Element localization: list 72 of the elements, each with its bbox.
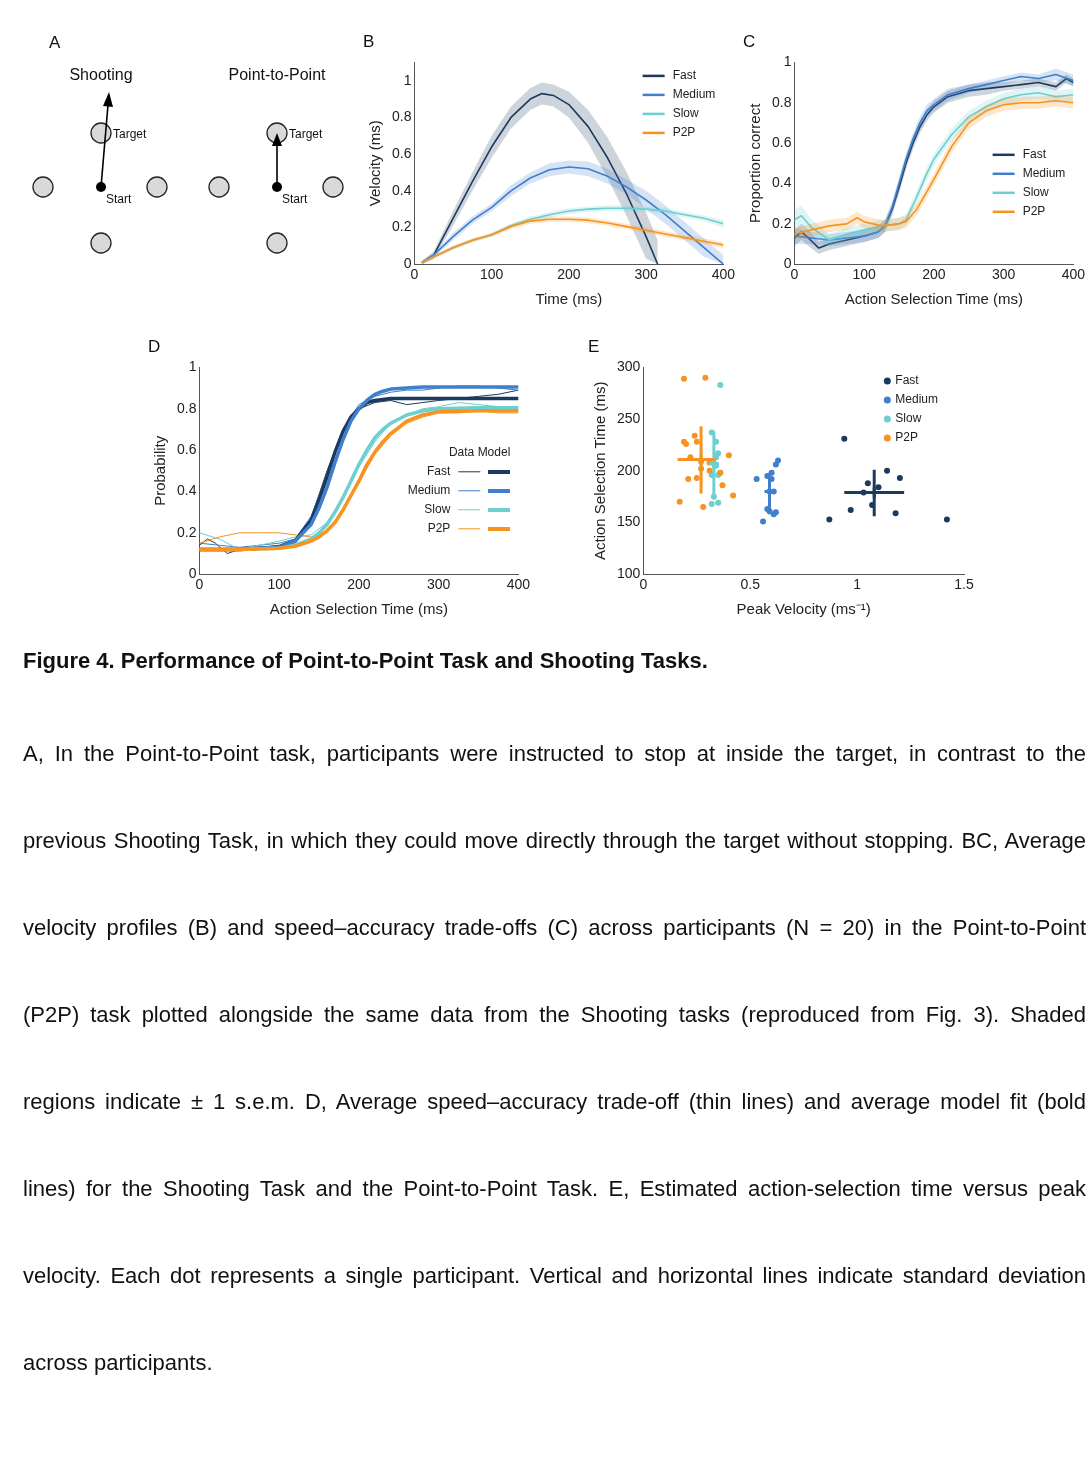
chart-title: E — [588, 336, 600, 356]
y-tick-label: 0.4 — [391, 181, 412, 198]
x-tick-label: 400 — [506, 576, 531, 593]
legend-label: P2P — [1022, 204, 1046, 219]
y-tick-label: 0 — [188, 565, 197, 582]
y-tick-label: 250 — [617, 409, 641, 426]
legend-label: Slow — [424, 502, 451, 517]
x-tick-label: 1.5 — [954, 576, 974, 593]
y-tick-label: 1 — [403, 71, 412, 88]
x-tick-label: 0.5 — [740, 576, 761, 593]
x-tick-label: 200 — [922, 266, 946, 283]
legend-label: Fast — [672, 68, 697, 83]
legend-label: Medium — [1022, 166, 1066, 181]
text: Shooting — [69, 66, 133, 83]
x-tick-label: 300 — [426, 576, 451, 593]
y-tick-label: 0.6 — [176, 440, 197, 457]
y-tick-label: 0 — [783, 255, 792, 272]
y-tick-label: 1 — [783, 53, 792, 70]
y-tick-label: 300 — [617, 358, 641, 375]
legend-label: P2P — [672, 125, 696, 140]
y-tick-label: 0 — [403, 255, 412, 272]
y-tick-label: 0.2 — [176, 523, 197, 540]
legend-label: Medium — [895, 392, 939, 407]
legend-label: Fast — [426, 464, 451, 479]
legend-label: P2P — [895, 430, 919, 445]
x-tick-label: 400 — [711, 266, 736, 283]
x-tick-label: 200 — [557, 266, 581, 283]
chart-title: D — [148, 336, 161, 356]
legend-label: Slow — [1022, 185, 1049, 200]
x-tick-label: 300 — [634, 266, 658, 283]
legend-label: Fast — [1022, 147, 1047, 162]
y-tick-label: 100 — [617, 565, 641, 582]
y-axis-title: Proportion correct — [746, 102, 764, 223]
x-tick-label: 400 — [1061, 266, 1086, 283]
chart-title: B — [363, 31, 375, 51]
x-tick-label: 100 — [480, 266, 504, 283]
text: Point-to-Point — [228, 66, 327, 83]
y-tick-label: 0.8 — [391, 108, 412, 125]
y-tick-label: 0.2 — [771, 214, 792, 231]
y-tick-label: 0.6 — [391, 144, 412, 161]
y-tick-label: 0.6 — [771, 133, 792, 150]
legend-label: Medium — [407, 483, 451, 498]
y-tick-label: 0.4 — [176, 482, 197, 499]
y-tick-label: 0.8 — [176, 399, 197, 416]
y-tick-label: 0.8 — [771, 93, 792, 110]
x-tick-label: 200 — [347, 576, 371, 593]
text: A, In the Point-to-Point task, participants were instructed to stop at inside the target, in contrast to the previous Shooting Task, in which they could move directly through the target without stopping. BC, Average velocity profiles (B) and speed–accuracy trade-offs (C) across participants (N = 20) in the Point-to-Point (P2P) task plotted alongside the same data from the Shooting tasks (reproduced from Fig. 3). Shaded regions indicate ± 1 s.e.m. D, Average speed–accuracy trade-off (thin lines) and average model fit (bold lines) for the Shooting Task and the Point-to-Point Task. E, Estimated action-selection time versus peak velocity. Each dot represents a single participant. Vertical and horizontal lines indicate standard deviation across participants. — [23, 741, 1086, 1375]
text: A — [49, 33, 61, 52]
text: Figure 4. Performance of Point-to-Point Task and Shooting Tasks. — [23, 648, 709, 674]
x-tick-label: 100 — [852, 266, 877, 283]
y-tick-label: 1 — [188, 358, 197, 375]
legend-label: P2P — [427, 521, 451, 536]
x-axis-title: Time (ms) — [535, 290, 603, 308]
y-tick-label: 0.4 — [771, 174, 792, 191]
legend-label: Slow — [672, 106, 699, 121]
x-axis-title: Action Selection Time (ms) — [269, 600, 449, 618]
y-axis-title: Velocity (ms) — [366, 120, 384, 207]
legend-label: Slow — [895, 411, 922, 426]
legend-title: Data Model — [448, 445, 511, 460]
x-axis-title: Peak Velocity (ms⁻¹) — [736, 600, 871, 618]
x-tick-label: 100 — [267, 576, 292, 593]
y-tick-label: 150 — [617, 513, 641, 530]
legend-label: Fast — [895, 373, 920, 388]
y-axis-title: Probability — [151, 435, 169, 506]
x-tick-label: 300 — [991, 266, 1016, 283]
x-axis-title: Action Selection Time (ms) — [844, 290, 1024, 308]
y-axis-title: Action Selection Time (ms) — [591, 381, 609, 560]
x-tick-label: 1 — [853, 576, 862, 593]
y-tick-label: 0.2 — [391, 218, 412, 235]
y-tick-label: 200 — [617, 461, 641, 478]
legend-label: Medium — [672, 87, 716, 102]
chart-title: C — [743, 31, 756, 51]
